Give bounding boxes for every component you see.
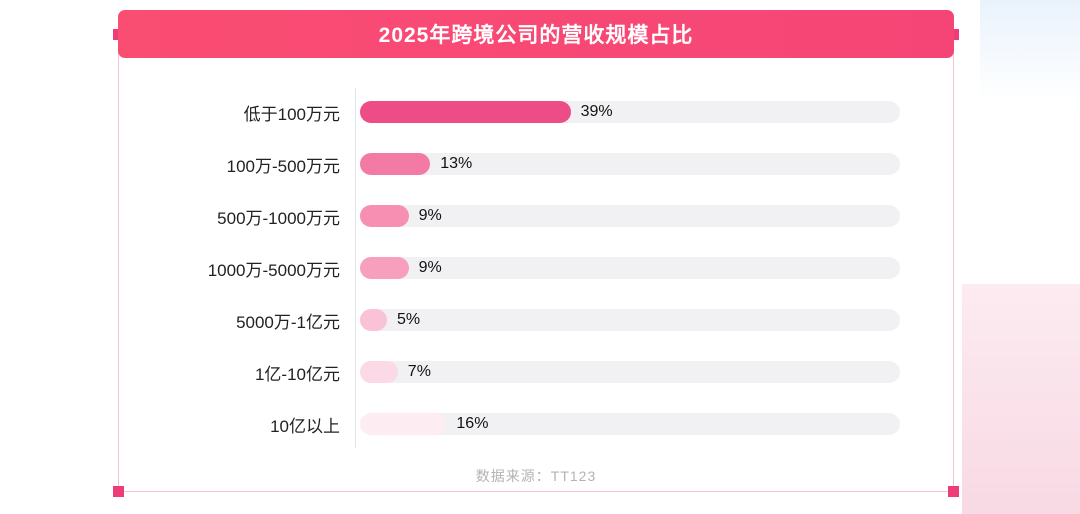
chart-row: 100万-500万元 13% [118, 138, 954, 190]
value-label: 9% [418, 259, 442, 276]
category-label: 10亿以上 [270, 416, 340, 436]
chart-row: 1000万-5000万元 9% [118, 242, 954, 294]
category-label: 1亿-10亿元 [254, 364, 340, 384]
bar [360, 309, 387, 331]
bar-track: 16% [360, 413, 900, 435]
chart-title: 2025年跨境公司的营收规模占比 [378, 24, 694, 47]
data-source-text: 数据来源：TT123 [475, 468, 597, 484]
category-label: 低于100万元 [243, 104, 340, 124]
bar [360, 257, 409, 279]
bar [360, 205, 409, 227]
chart-row: 低于100万元 39% [118, 86, 954, 138]
value-label: 16% [456, 415, 489, 432]
value-label: 5% [397, 311, 421, 328]
bar [360, 413, 447, 435]
bar [360, 153, 431, 175]
corner-marker-bottom-right [948, 486, 959, 497]
chart-row: 5000万-1亿元 5% [118, 294, 954, 346]
value-label: 13% [440, 155, 473, 172]
chart-row: 1亿-10亿元 7% [118, 346, 954, 398]
chart-title-banner: 2025年跨境公司的营收规模占比 [118, 10, 954, 58]
decor-gradient-bottom-right [962, 284, 1080, 514]
axis-divider-line [355, 88, 356, 448]
bar-track: 9% [360, 257, 900, 279]
decor-gradient-top-right [980, 0, 1080, 100]
bar-chart: 低于100万元 39% 100万-500万元 13% 500万-1000万元 9… [118, 86, 954, 450]
category-label: 500万-1000万元 [217, 208, 340, 228]
value-label: 39% [580, 103, 613, 120]
bar-track: 39% [360, 101, 900, 123]
corner-marker-bottom-left [113, 486, 124, 497]
value-label: 9% [418, 207, 442, 224]
bar [360, 101, 571, 123]
category-label: 100万-500万元 [226, 156, 340, 176]
bar-track: 5% [360, 309, 900, 331]
value-label: 7% [407, 363, 431, 380]
chart-row: 10亿以上 16% [118, 398, 954, 450]
category-label: 1000万-5000万元 [207, 260, 340, 280]
category-label: 5000万-1亿元 [236, 312, 340, 332]
bar-track: 9% [360, 205, 900, 227]
bar-track: 13% [360, 153, 900, 175]
chart-row: 500万-1000万元 9% [118, 190, 954, 242]
bar-track: 7% [360, 361, 900, 383]
bar [360, 361, 398, 383]
